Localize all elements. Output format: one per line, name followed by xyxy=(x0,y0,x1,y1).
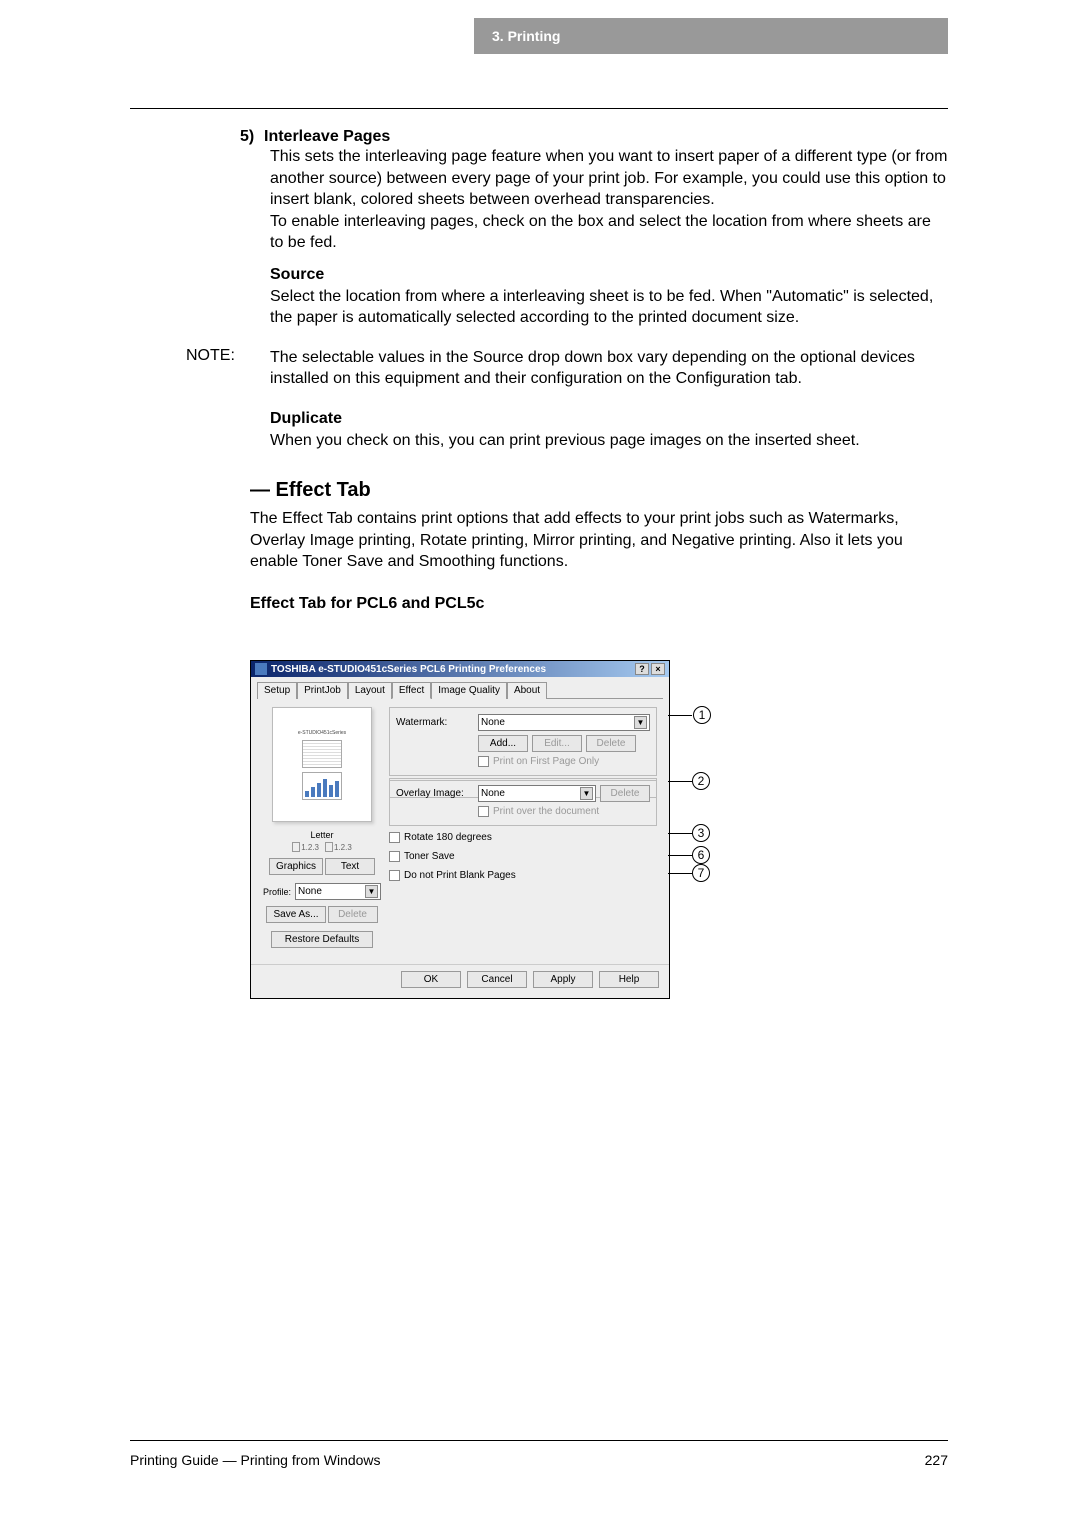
watermark-value: None xyxy=(481,717,505,728)
callout-2: 2 xyxy=(668,772,710,790)
tab-image-quality[interactable]: Image Quality xyxy=(431,682,507,699)
callout-3: 3 xyxy=(668,824,710,842)
scale-text-b: 1.2.3 xyxy=(334,843,352,852)
callout-7-circle: 7 xyxy=(692,864,710,882)
watermark-edit-button[interactable]: Edit... xyxy=(532,735,582,752)
chevron-down-icon: ▼ xyxy=(634,716,647,729)
help-button[interactable]: Help xyxy=(599,971,659,988)
noblank-label: Do not Print Blank Pages xyxy=(404,870,516,881)
rotate-row: Rotate 180 degrees xyxy=(389,832,657,843)
cancel-button[interactable]: Cancel xyxy=(467,971,527,988)
note-label: NOTE: xyxy=(130,347,270,390)
profile-value: None xyxy=(298,886,322,897)
interleave-para2: To enable interleaving pages, check on t… xyxy=(270,211,948,254)
page-content: 5) Interleave Pages This sets the interl… xyxy=(130,128,948,613)
help-icon[interactable]: ? xyxy=(635,663,649,675)
profile-delete-button[interactable]: Delete xyxy=(328,906,378,923)
footer-page: 227 xyxy=(925,1452,948,1468)
toner-row: Toner Save xyxy=(389,851,657,862)
tab-setup[interactable]: Setup xyxy=(257,682,297,699)
dialog-title: TOSHIBA e-STUDIO451cSeries PCL6 Printing… xyxy=(271,664,546,675)
overlay-group-real: Overlay Image: None ▼ Delete Print over … xyxy=(389,778,657,826)
callout-1-circle: 1 xyxy=(693,706,711,724)
note-text: The selectable values in the Source drop… xyxy=(270,347,948,390)
overlay-value: None xyxy=(481,788,505,799)
dialog-bottom-buttons: OK Cancel Apply Help xyxy=(251,964,669,998)
tab-effect[interactable]: Effect xyxy=(392,682,431,699)
page-footer: Printing Guide — Printing from Windows 2… xyxy=(130,1452,948,1468)
watermark-dropdown[interactable]: None ▼ xyxy=(478,714,650,731)
ok-button[interactable]: OK xyxy=(401,971,461,988)
duplicate-para: When you check on this, you can print pr… xyxy=(270,430,948,452)
chapter-title: 3. Printing xyxy=(492,28,560,44)
graphics-button[interactable]: Graphics xyxy=(269,858,323,875)
dialog-titlebar: TOSHIBA e-STUDIO451cSeries PCL6 Printing… xyxy=(251,661,669,677)
watermark-group: Watermark: None ▼ Add... Edit... Delete … xyxy=(389,707,657,776)
tab-row: Setup PrintJob Layout Effect Image Quali… xyxy=(251,677,669,698)
toner-label: Toner Save xyxy=(404,851,455,862)
scale-icons: 1.2.3 1.2.3 xyxy=(292,842,352,852)
overlay-over-label: Print over the document xyxy=(493,806,599,817)
duplicate-title: Duplicate xyxy=(270,410,342,427)
noblank-row: Do not Print Blank Pages xyxy=(389,870,657,881)
overlay-over-checkbox[interactable] xyxy=(478,806,489,817)
rule-bottom xyxy=(130,1440,948,1441)
paper-size-label: Letter xyxy=(310,830,333,840)
restore-defaults-button[interactable]: Restore Defaults xyxy=(271,931,373,948)
toner-checkbox[interactable] xyxy=(389,851,400,862)
source-title: Source xyxy=(270,266,324,283)
chevron-down-icon: ▼ xyxy=(365,885,378,898)
watermark-delete-button[interactable]: Delete xyxy=(586,735,636,752)
save-as-button[interactable]: Save As... xyxy=(266,906,325,923)
page-preview: e-STUDIO451cSeries xyxy=(272,707,372,822)
watermark-label: Watermark: xyxy=(396,717,474,728)
note-row: NOTE: The selectable values in the Sourc… xyxy=(130,347,948,390)
tab-body: e-STUDIO451cSeries Letter 1.2.3 xyxy=(257,698,663,958)
callout-6: 6 xyxy=(668,846,710,864)
preview-page-1 xyxy=(302,740,342,768)
firstpage-label: Print on First Page Only xyxy=(493,756,599,767)
callout-6-circle: 6 xyxy=(692,846,710,864)
section-number: 5) xyxy=(240,128,264,146)
effect-tab-sub: Effect Tab for PCL6 and PCL5c xyxy=(250,595,948,613)
interleave-para1: This sets the interleaving page feature … xyxy=(270,146,948,211)
watermark-add-button[interactable]: Add... xyxy=(478,735,528,752)
close-icon[interactable]: × xyxy=(651,663,665,675)
rule-top xyxy=(130,108,948,109)
effect-tab-para: The Effect Tab contains print options th… xyxy=(250,508,948,573)
profile-dropdown[interactable]: None ▼ xyxy=(295,883,381,900)
app-icon xyxy=(255,663,267,675)
options-column: Watermark: None ▼ Add... Edit... Delete … xyxy=(389,707,657,952)
callout-3-circle: 3 xyxy=(692,824,710,842)
overlay-label2: Overlay Image: xyxy=(396,788,474,799)
apply-button[interactable]: Apply xyxy=(533,971,593,988)
callout-1: 1 xyxy=(668,706,711,724)
tab-layout[interactable]: Layout xyxy=(348,682,392,699)
tab-printjob[interactable]: PrintJob xyxy=(297,682,348,699)
chevron-down-icon: ▼ xyxy=(580,787,593,800)
callout-2-circle: 2 xyxy=(692,772,710,790)
section-5: 5) Interleave Pages xyxy=(270,128,948,146)
footer-left: Printing Guide — Printing from Windows xyxy=(130,1452,381,1468)
chapter-header: 3. Printing xyxy=(474,18,948,54)
print-preferences-dialog: TOSHIBA e-STUDIO451cSeries PCL6 Printing… xyxy=(250,660,670,999)
noblank-checkbox[interactable] xyxy=(389,870,400,881)
section-title-interleave: Interleave Pages xyxy=(264,128,390,146)
rotate-checkbox[interactable] xyxy=(389,832,400,843)
rotate-label: Rotate 180 degrees xyxy=(404,832,492,843)
callout-7: 7 xyxy=(668,864,710,882)
firstpage-checkbox[interactable] xyxy=(478,756,489,767)
source-para: Select the location from where a interle… xyxy=(270,286,948,329)
scale-text-a: 1.2.3 xyxy=(301,843,319,852)
preview-chart xyxy=(302,772,342,800)
profile-label: Profile: xyxy=(263,887,291,897)
preview-column: e-STUDIO451cSeries Letter 1.2.3 xyxy=(263,707,381,952)
text-button[interactable]: Text xyxy=(325,858,375,875)
overlay-delete-button[interactable]: Delete xyxy=(600,785,650,802)
effect-tab-heading: — Effect Tab xyxy=(250,479,948,502)
dialog-container: TOSHIBA e-STUDIO451cSeries PCL6 Printing… xyxy=(250,660,670,999)
overlay-dropdown[interactable]: None ▼ xyxy=(478,785,596,802)
preview-header-text: e-STUDIO451cSeries xyxy=(298,730,346,736)
tab-about[interactable]: About xyxy=(507,682,547,699)
